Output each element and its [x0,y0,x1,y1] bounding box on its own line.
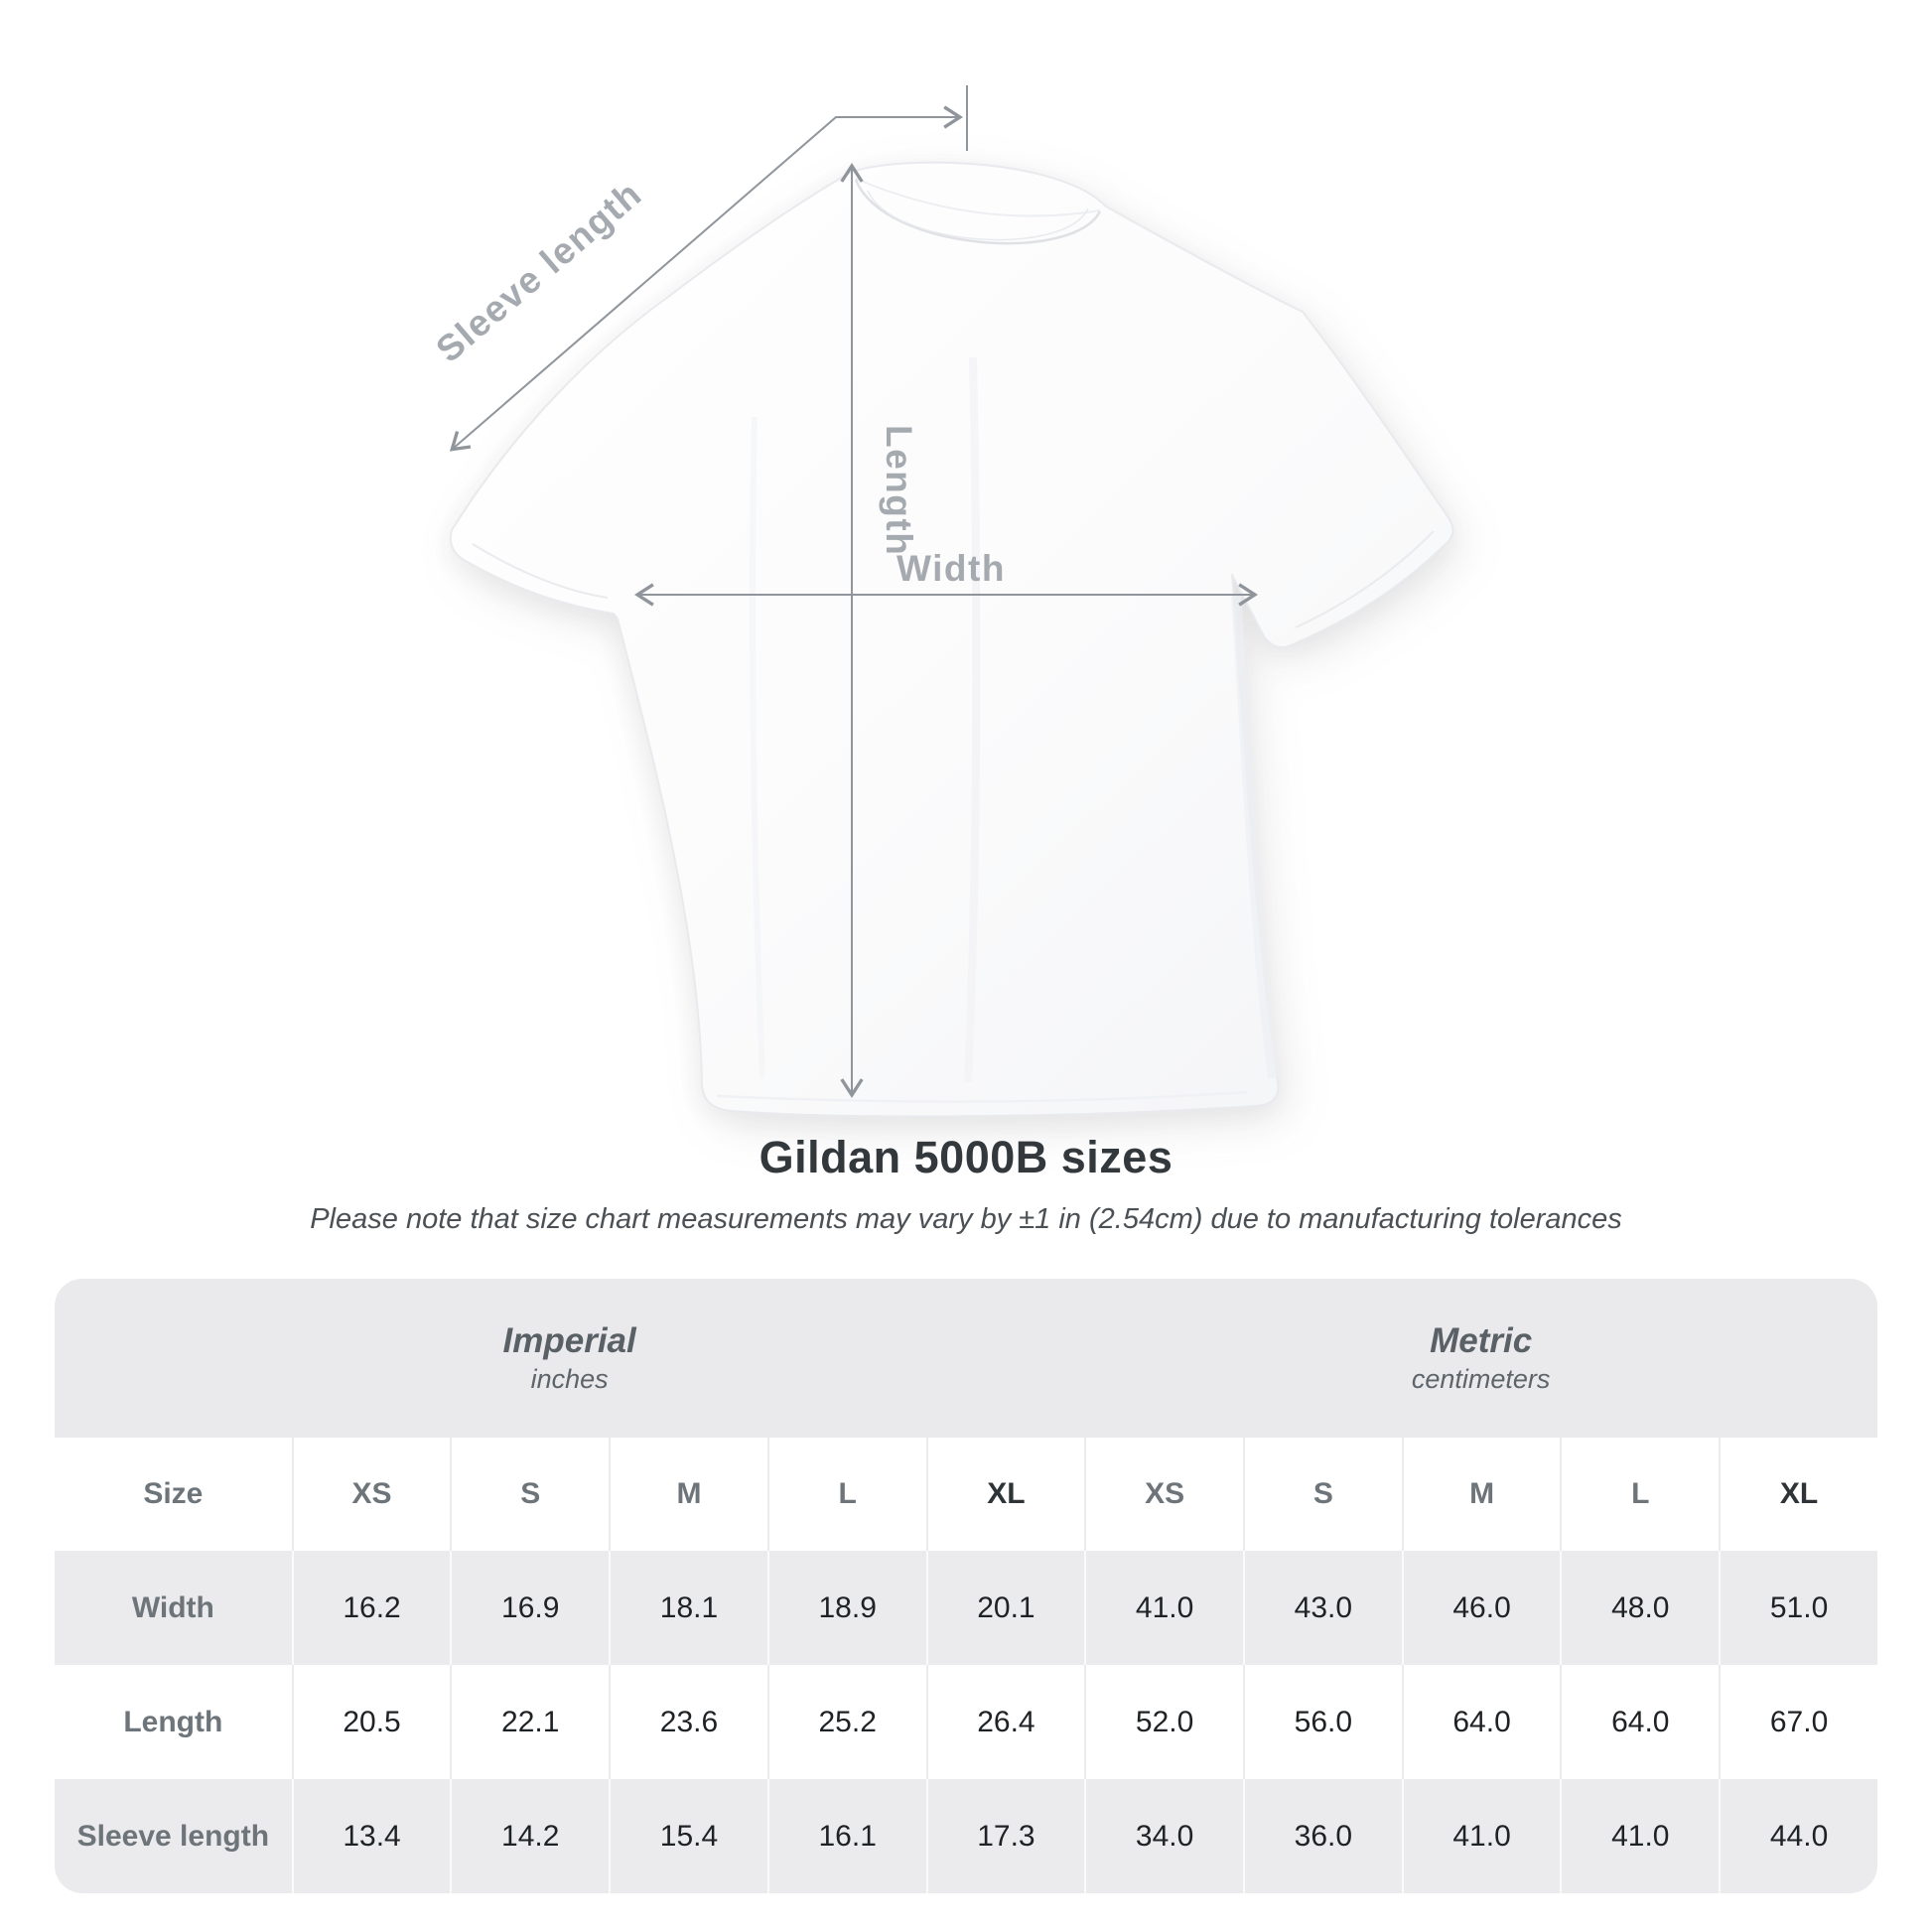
value-cell: 67.0 [1719,1665,1877,1779]
value-cell: 20.1 [925,1551,1085,1665]
value-cell: 26.4 [925,1665,1085,1779]
col-header-metric-s: S [1242,1438,1402,1551]
size-column-header: Size [55,1438,292,1551]
size-header-row: Size XS S M L XL XS S M L XL [55,1438,1877,1551]
value-cell: 16.9 [450,1551,610,1665]
width-label: Width [897,548,1006,589]
tshirt-hem-seam [716,1090,1248,1103]
col-header-metric-m: M [1401,1438,1561,1551]
value-cell: 13.4 [291,1779,451,1893]
value-cell: 22.1 [450,1665,610,1779]
tshirt-sleeve-seam-right [1295,530,1435,628]
tshirt-body [449,161,1454,1118]
value-cell: 52.0 [1084,1665,1243,1779]
value-cell: 46.0 [1401,1551,1561,1665]
value-cell: 16.1 [766,1779,926,1893]
value-cell: 64.0 [1401,1665,1561,1779]
value-cell: 41.0 [1401,1779,1561,1893]
value-cell: 44.0 [1719,1779,1877,1893]
value-cell: 34.0 [1084,1779,1243,1893]
unit-group-row: Imperial inches Metric centimeters [55,1279,1877,1438]
table-row-length: Length 20.5 22.1 23.6 25.2 26.4 52.0 56.… [55,1665,1877,1779]
imperial-group-header: Imperial inches [55,1279,1085,1438]
table-row-sleeve-length: Sleeve length 13.4 14.2 15.4 16.1 17.3 3… [55,1779,1877,1893]
size-table: Imperial inches Metric centimeters Size … [55,1279,1877,1893]
sleeve-length-arrow [449,105,964,452]
value-cell: 18.9 [766,1551,926,1665]
col-header-imperial-l: L [766,1438,926,1551]
value-cell: 25.2 [766,1665,926,1779]
col-header-metric-l: L [1560,1438,1720,1551]
col-header-imperial-m: M [609,1438,767,1551]
row-label-length: Length [55,1665,292,1779]
value-cell: 14.2 [450,1779,610,1893]
metric-sublabel: centimeters [1411,1364,1551,1395]
col-header-metric-xs: XS [1084,1438,1243,1551]
value-cell: 15.4 [609,1779,767,1893]
tshirt-measurement-diagram: Sleeve length Length Width [428,85,1454,1118]
tshirt-fold [749,416,765,1078]
page-title: Gildan 5000B sizes [759,1132,1173,1182]
imperial-sublabel: inches [530,1364,609,1395]
value-cell: 41.0 [1084,1551,1243,1665]
tshirt-illustration [449,161,1454,1118]
metric-label: Metric [1430,1320,1533,1360]
metric-group-header: Metric centimeters [1084,1279,1877,1438]
value-cell: 23.6 [609,1665,767,1779]
col-header-imperial-s: S [450,1438,610,1551]
imperial-label: Imperial [502,1320,636,1360]
value-cell: 20.5 [291,1665,451,1779]
length-label: Length [879,425,919,556]
col-header-imperial-xs: XS [291,1438,451,1551]
value-cell: 41.0 [1560,1779,1720,1893]
table-row-width: Width 16.2 16.9 18.1 18.9 20.1 41.0 43.0… [55,1551,1877,1665]
row-label-width: Width [55,1551,292,1665]
value-cell: 17.3 [925,1779,1085,1893]
value-cell: 16.2 [291,1551,451,1665]
value-cell: 51.0 [1719,1551,1877,1665]
value-cell: 48.0 [1560,1551,1720,1665]
col-header-metric-xl: XL [1719,1438,1877,1551]
value-cell: 56.0 [1242,1665,1402,1779]
value-cell: 36.0 [1242,1779,1402,1893]
tshirt-side-shading [1231,595,1278,1079]
col-header-imperial-xl: XL [925,1438,1085,1551]
value-cell: 43.0 [1242,1551,1402,1665]
tshirt-sleeve-seam-left [472,543,609,599]
tolerance-note: Please note that size chart measurements… [310,1203,1622,1235]
value-cell: 18.1 [609,1551,767,1665]
tshirt-fold [964,356,981,1083]
value-cell: 64.0 [1560,1665,1720,1779]
row-label-sleeve-length: Sleeve length [55,1779,292,1893]
